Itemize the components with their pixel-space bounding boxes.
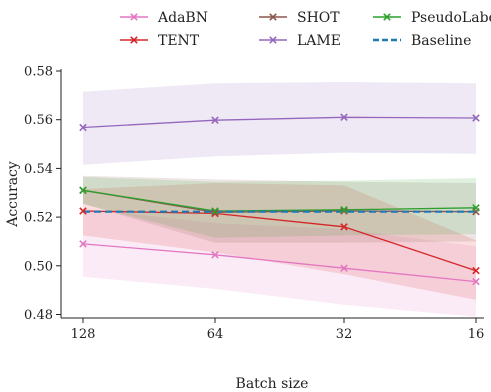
pseudolabel-point — [79, 186, 87, 195]
lame-point — [211, 116, 219, 124]
series-lines — [82, 116, 477, 283]
adabn-band — [83, 208, 476, 317]
axes — [60, 69, 484, 319]
pseudolabel-point — [340, 206, 348, 214]
series-markers — [79, 113, 480, 286]
x-tick-label: 64 — [207, 327, 224, 342]
tent-point — [79, 207, 87, 215]
x-tick-label: 128 — [71, 327, 96, 342]
tent-point — [472, 266, 480, 275]
legend-pseudolabel-label: PseudoLabel — [411, 10, 491, 26]
x-tick-label: 32 — [336, 327, 353, 342]
y-tick-label: 0.54 — [24, 162, 53, 177]
tent-point — [340, 223, 348, 231]
adabn-point — [79, 240, 87, 248]
lame-point — [79, 123, 87, 132]
lame-line — [82, 116, 477, 129]
y-tick-label: 0.56 — [24, 113, 53, 128]
lame-point — [340, 113, 348, 122]
tent-point — [211, 209, 219, 218]
y-tick-label: 0.58 — [24, 65, 53, 80]
shot-band — [83, 175, 476, 243]
pseudolabel-band — [83, 176, 476, 238]
lame-band — [83, 82, 476, 165]
adabn-point — [211, 251, 219, 259]
pseudolabel-point — [472, 204, 480, 212]
y-tick-label: 0.52 — [24, 211, 53, 226]
legend-tent-label: TENT — [158, 33, 200, 49]
y-tick-label: 0.48 — [24, 308, 53, 323]
x-ticks: 128 64 32 16 — [71, 318, 485, 342]
legend-pseudolabel-marker — [383, 13, 391, 21]
adabn-point — [472, 277, 480, 286]
legend-shot-marker — [269, 13, 277, 21]
y-axis-label: Accuracy — [5, 161, 21, 228]
x-axis-label: Batch size — [236, 376, 309, 392]
y-ticks: 0.48 0.50 0.52 0.54 0.56 0.58 — [24, 65, 61, 323]
pseudolabel-point — [211, 207, 219, 215]
legend-adabn-marker — [130, 13, 138, 21]
y-tick-label: 0.50 — [24, 259, 53, 274]
adabn-point — [340, 264, 348, 273]
legend-adabn-label: AdaBN — [157, 10, 208, 26]
lame-point — [472, 114, 480, 122]
legend-baseline-label: Baseline — [411, 33, 471, 49]
pseudolabel-line — [82, 189, 477, 212]
legend-lame-marker — [269, 36, 277, 44]
adabn-line — [82, 243, 477, 283]
legend: AdaBN TENT SHOT LAME PseudoLabel Baseline — [120, 10, 491, 49]
legend-shot-label: SHOT — [297, 10, 340, 26]
shot-point — [340, 207, 348, 215]
x-tick-label: 16 — [468, 327, 485, 342]
legend-lame-label: LAME — [297, 33, 341, 49]
confidence-bands — [83, 82, 476, 317]
legend-tent-marker — [130, 36, 138, 44]
shot-point — [211, 208, 219, 216]
